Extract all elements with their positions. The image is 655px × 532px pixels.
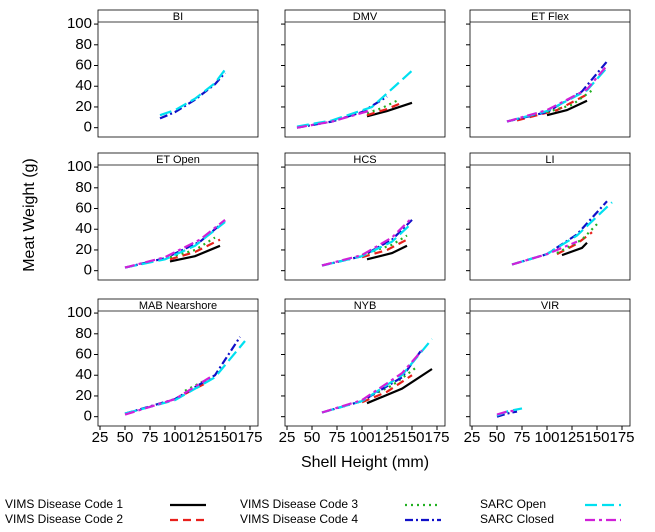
x-tick-label: 175 <box>609 429 634 446</box>
series-line <box>511 240 578 266</box>
y-tick-label: 40 <box>75 77 92 94</box>
series-line <box>561 241 588 257</box>
panel-title: ET Open <box>156 154 200 166</box>
panel-title: DMV <box>353 11 378 23</box>
series-line <box>361 238 408 259</box>
y-tick-label: 20 <box>75 241 92 258</box>
series-line <box>366 244 408 261</box>
panel-title: ET Flex <box>531 11 569 23</box>
panel-frame <box>469 152 631 281</box>
panel-title: BI <box>173 11 183 23</box>
x-tick-label: 75 <box>329 429 346 446</box>
y-tick-label: 0 <box>84 119 92 136</box>
series-line <box>361 234 408 257</box>
panel-title: NYB <box>354 300 377 312</box>
series-line <box>366 101 413 118</box>
x-tick-label: 150 <box>399 429 424 446</box>
panel-title: VIR <box>541 300 559 312</box>
legend-label: VIMS Disease Code 2 <box>5 512 123 526</box>
y-tick-label: 60 <box>75 199 92 216</box>
y-tick-label: 40 <box>75 366 92 383</box>
series-line <box>511 200 608 266</box>
series-line <box>296 109 373 129</box>
y-tick-label: 100 <box>67 304 92 321</box>
y-tick-label: 60 <box>75 56 92 73</box>
y-tick-label: 100 <box>67 15 92 32</box>
y-tick-label: 40 <box>75 220 92 237</box>
panel-frame <box>97 152 259 281</box>
x-tick-label: 100 <box>162 429 187 446</box>
y-tick-label: 0 <box>84 408 92 425</box>
series-line <box>546 89 593 114</box>
legend-label: SARC Closed <box>480 512 554 526</box>
x-tick-label: 100 <box>349 429 374 446</box>
x-tick-label: 125 <box>187 429 212 446</box>
legend-label: SARC Open <box>480 497 546 511</box>
panel-frame <box>284 298 446 427</box>
series-line <box>321 338 433 414</box>
y-tick-label: 100 <box>67 158 92 175</box>
panel-frame <box>469 298 631 427</box>
y-tick-label: 80 <box>75 179 92 196</box>
y-tick-label: 20 <box>75 387 92 404</box>
legend-label: VIMS Disease Code 3 <box>240 497 358 511</box>
series-line <box>321 217 413 267</box>
y-tick-label: 60 <box>75 345 92 362</box>
series-line <box>546 99 588 117</box>
panel-title: MAB Nearshore <box>139 300 217 312</box>
x-tick-label: 125 <box>374 429 399 446</box>
series-line <box>366 368 433 405</box>
x-tick-label: 150 <box>212 429 237 446</box>
x-axis-label: Shell Height (mm) <box>301 454 429 471</box>
y-tick-label: 0 <box>84 262 92 279</box>
series-line <box>366 101 403 117</box>
panel-frame <box>97 9 259 138</box>
x-tick-label: 25 <box>92 429 109 446</box>
y-axis-label: Meat Weight (g) <box>21 158 38 272</box>
series-line <box>511 201 613 266</box>
x-tick-label: 50 <box>489 429 506 446</box>
panel-frame <box>97 298 259 427</box>
x-tick-label: 25 <box>279 429 296 446</box>
x-tick-label: 75 <box>142 429 159 446</box>
panel-title: LI <box>545 154 554 166</box>
series-line <box>296 69 413 128</box>
x-tick-label: 50 <box>117 429 134 446</box>
series-line <box>124 221 226 269</box>
x-tick-label: 150 <box>584 429 609 446</box>
legend-label: VIMS Disease Code 1 <box>5 497 123 511</box>
x-tick-label: 175 <box>424 429 449 446</box>
series-line <box>321 348 423 414</box>
series-line <box>124 336 241 415</box>
y-tick-label: 80 <box>75 36 92 53</box>
series-line <box>496 409 518 416</box>
x-tick-label: 25 <box>464 429 481 446</box>
series-line <box>124 340 246 415</box>
series-line <box>124 376 211 416</box>
legend-label: VIMS Disease Code 4 <box>240 512 358 526</box>
x-tick-label: 175 <box>237 429 262 446</box>
x-tick-label: 75 <box>514 429 531 446</box>
series-line <box>506 64 608 123</box>
series-line <box>321 349 423 414</box>
y-tick-label: 20 <box>75 98 92 115</box>
series-line <box>361 374 413 404</box>
series-line <box>496 410 518 418</box>
y-tick-label: 80 <box>75 325 92 342</box>
panel-frame <box>284 152 446 281</box>
x-tick-label: 100 <box>534 429 559 446</box>
panel-title: HCS <box>353 154 376 166</box>
panel-frame <box>469 9 631 138</box>
series-line <box>506 66 608 123</box>
series-line <box>169 238 221 261</box>
series-line <box>321 222 413 267</box>
series-line <box>361 366 418 402</box>
x-tick-label: 50 <box>304 429 321 446</box>
series-line <box>556 223 598 255</box>
x-tick-label: 125 <box>559 429 584 446</box>
series-line <box>159 69 226 117</box>
series-line <box>169 244 221 263</box>
panel-frame <box>284 9 446 138</box>
